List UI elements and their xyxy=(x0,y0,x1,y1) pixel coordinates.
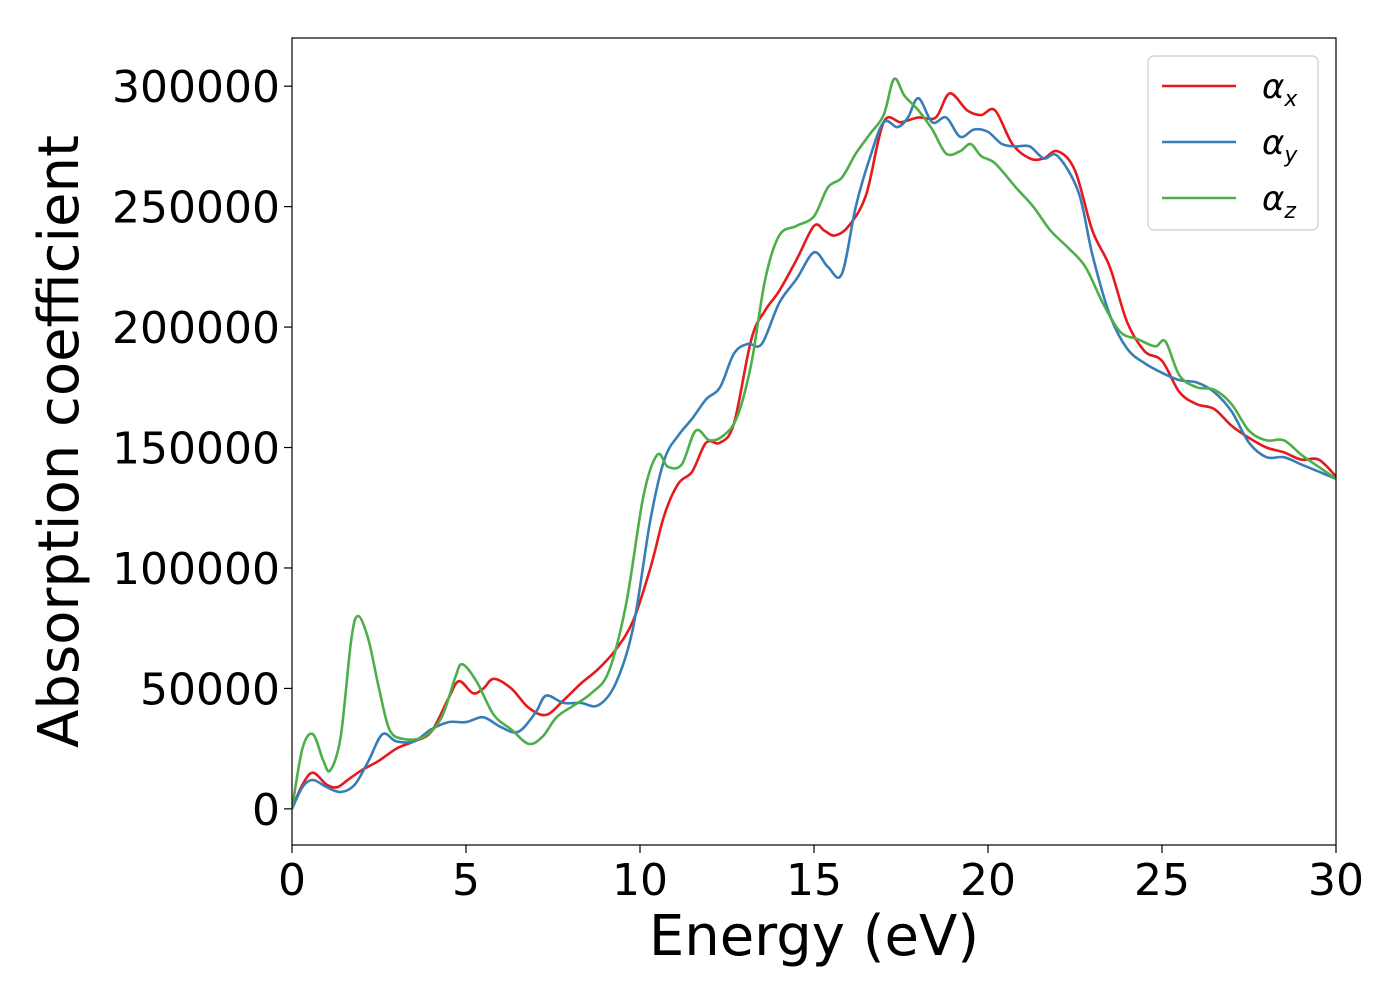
x-tick-label: 15 xyxy=(786,855,842,906)
x-tick-label: 30 xyxy=(1308,855,1364,906)
legend: αx αy αz xyxy=(1147,55,1319,231)
y-tick-label: 100000 xyxy=(112,544,280,595)
y-axis-ticks: 0 50000 100000 150000 200000 250000 300000 xyxy=(112,62,292,836)
y-tick-label: 50000 xyxy=(140,664,280,715)
series-line-alpha-y xyxy=(292,96,1336,810)
y-tick-label: 0 xyxy=(252,785,280,836)
y-tick-label: 300000 xyxy=(112,62,280,113)
x-tick-label: 5 xyxy=(452,855,480,906)
y-tick-label: 200000 xyxy=(112,303,280,354)
series-lines xyxy=(292,77,1336,810)
legend-label-alpha-z: αz xyxy=(1262,179,1296,224)
legend-label-alpha-x: αx xyxy=(1262,67,1298,112)
x-tick-label: 25 xyxy=(1134,855,1190,906)
x-tick-label: 0 xyxy=(278,855,306,906)
x-tick-label: 20 xyxy=(960,855,1016,906)
legend-label-alpha-y: αy xyxy=(1262,123,1298,168)
series-line-alpha-z xyxy=(292,77,1336,810)
y-tick-label: 150000 xyxy=(112,424,280,475)
y-tick-label: 250000 xyxy=(112,183,280,234)
y-axis-title: Absorption coefficient xyxy=(27,135,92,748)
x-axis-title: Energy (eV) xyxy=(649,904,979,969)
x-axis-ticks: 0 5 10 15 20 25 30 xyxy=(278,845,1364,906)
x-tick-label: 10 xyxy=(612,855,668,906)
